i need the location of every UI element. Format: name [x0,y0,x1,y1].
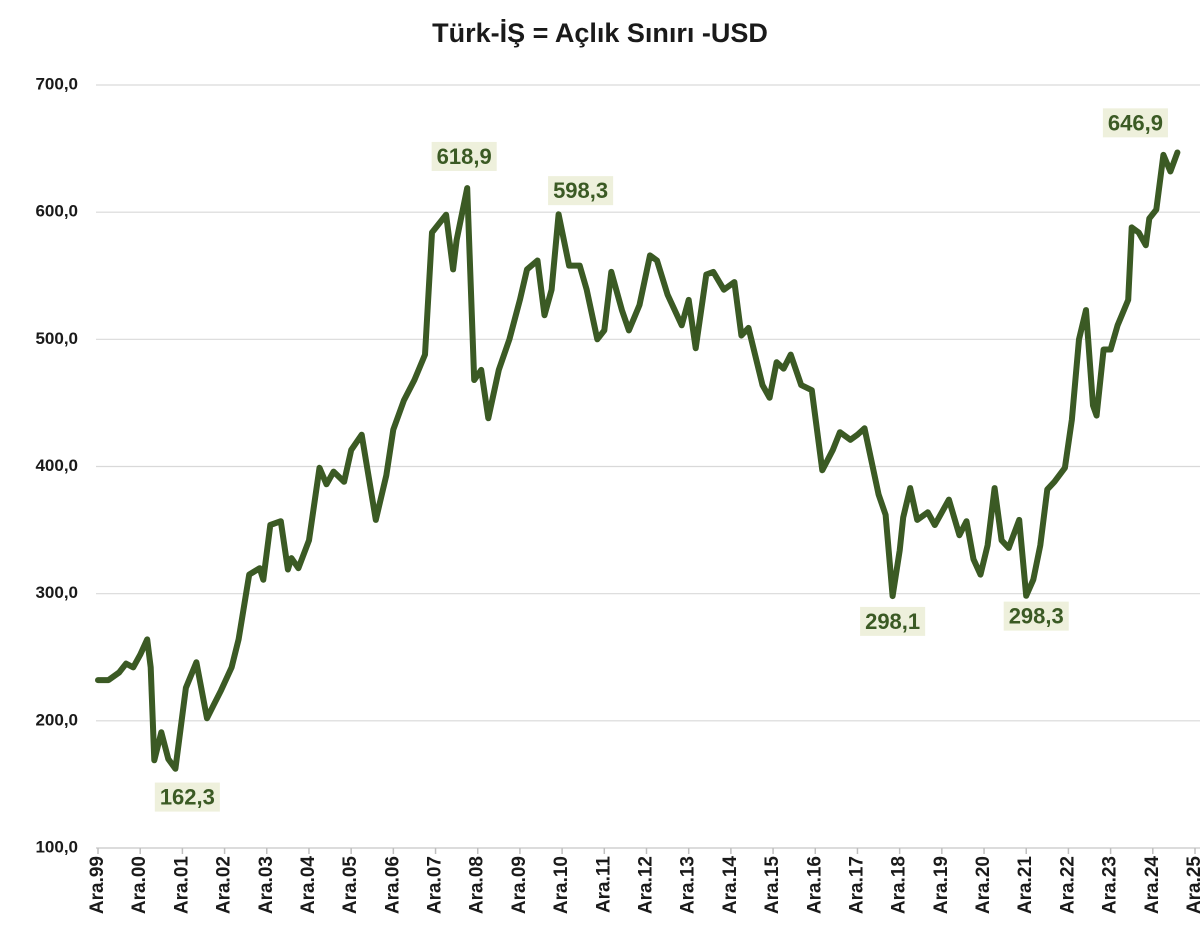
annotation-label: 646,9 [1108,110,1163,135]
x-tick-label: Ara.07 [425,856,446,914]
x-tick-label: Ara.08 [467,856,488,914]
data-line [95,149,1181,772]
x-tick-label: Ara.20 [973,856,994,914]
x-tick-label: Ara.25 [1184,856,1200,915]
y-tick-label: 500,0 [35,329,78,348]
x-tick-label: Ara.13 [678,856,699,914]
x-tick-label: Ara.04 [298,856,319,915]
annotation-label: 618,9 [437,144,492,169]
x-tick-label: Ara.16 [804,856,825,914]
annotation: 162,3 [154,782,220,812]
annotation-box [431,141,497,171]
x-tick-label: Ara.18 [889,856,910,914]
x-tick-label: Ara.01 [171,856,192,915]
annotation: 646,9 [1102,108,1168,138]
annotation-box [154,782,220,812]
annotation-label: 162,3 [160,785,215,810]
annotation: 298,3 [1003,601,1069,631]
x-tick-label: Ara.14 [720,856,741,915]
chart-title: Türk-İŞ = Açlık Sınırı -USD [432,18,768,48]
annotation-label: 298,1 [865,609,920,634]
annotation-box [1003,601,1069,631]
y-tick-label: 400,0 [35,456,78,475]
x-tick-label: Ara.10 [551,856,572,914]
annotation: 598,3 [548,176,614,206]
y-tick-label: 200,0 [35,710,78,729]
x-tick-label: Ara.02 [214,856,235,914]
y-tick-label: 600,0 [35,202,78,221]
x-tick-label: Ara.24 [1142,856,1163,915]
annotation-label: 298,3 [1009,604,1064,629]
y-tick-label: 300,0 [35,583,78,602]
annotation: 298,1 [860,606,926,636]
annotation-box [860,606,926,636]
x-tick-label: Ara.22 [1057,856,1078,914]
annotation: 618,9 [431,141,497,171]
annotation-box [1102,108,1168,138]
x-tick-label: Ara.09 [509,856,530,914]
annotation-box [548,176,614,206]
x-tick-label: Ara.17 [846,856,867,914]
annotation-label: 598,3 [553,178,608,203]
x-tick-label: Ara.06 [382,856,403,914]
x-tick-label: Ara.03 [256,856,277,914]
x-tick-label: Ara.99 [87,856,108,914]
x-tick-label: Ara.12 [636,856,657,914]
y-tick-label: 700,0 [35,74,78,93]
x-tick-label: Ara.11 [593,856,614,913]
x-tick-label: Ara.21 [1015,856,1036,915]
y-tick-label: 100,0 [35,837,78,856]
x-tick-label: Ara.15 [762,856,783,915]
x-tick-label: Ara.05 [340,856,361,915]
x-tick-label: Ara.00 [129,856,150,914]
x-tick-label: Ara.23 [1100,856,1121,914]
x-tick-label: Ara.19 [931,856,952,914]
